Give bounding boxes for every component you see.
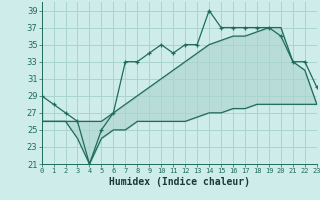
- X-axis label: Humidex (Indice chaleur): Humidex (Indice chaleur): [109, 177, 250, 187]
